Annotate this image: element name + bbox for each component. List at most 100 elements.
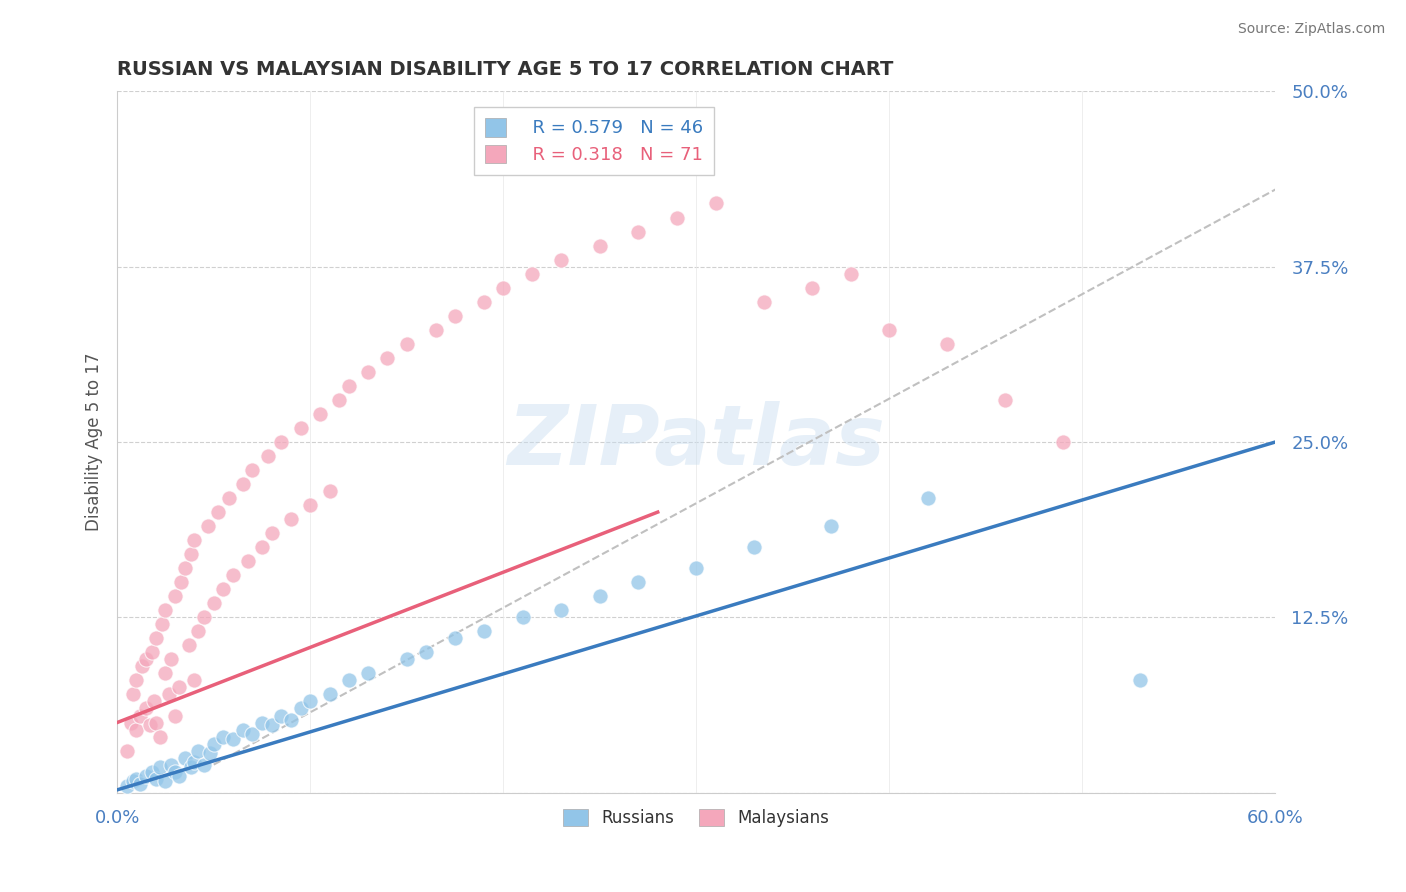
Point — [270, 708, 292, 723]
Point — [280, 512, 302, 526]
Point — [149, 730, 172, 744]
Point — [222, 568, 245, 582]
Point — [141, 645, 163, 659]
Point — [165, 764, 187, 779]
Point — [240, 727, 263, 741]
Point — [115, 743, 138, 757]
Point — [250, 540, 273, 554]
Point — [121, 774, 143, 789]
Point — [627, 575, 650, 590]
Point — [139, 718, 162, 732]
Point — [550, 252, 572, 267]
Point — [820, 519, 842, 533]
Point — [280, 713, 302, 727]
Point — [512, 610, 534, 624]
Point — [1129, 673, 1152, 688]
Point — [917, 491, 939, 505]
Point — [160, 757, 183, 772]
Text: ZIPatlas: ZIPatlas — [508, 401, 886, 483]
Point — [752, 294, 775, 309]
Point — [299, 694, 322, 708]
Point — [238, 554, 260, 568]
Point — [155, 666, 177, 681]
Point — [202, 596, 225, 610]
Point — [183, 755, 205, 769]
Point — [309, 407, 332, 421]
Point — [187, 743, 209, 757]
Point — [472, 624, 495, 639]
Point — [232, 723, 254, 737]
Point — [187, 624, 209, 639]
Point — [129, 708, 152, 723]
Point — [135, 652, 157, 666]
Y-axis label: Disability Age 5 to 17: Disability Age 5 to 17 — [86, 352, 103, 532]
Point — [160, 652, 183, 666]
Point — [250, 715, 273, 730]
Point — [193, 610, 215, 624]
Point — [589, 238, 612, 252]
Point — [318, 688, 340, 702]
Point — [627, 225, 650, 239]
Point — [165, 589, 187, 603]
Legend: Russians, Malaysians: Russians, Malaysians — [557, 802, 837, 833]
Point — [202, 737, 225, 751]
Point — [165, 708, 187, 723]
Point — [141, 764, 163, 779]
Point — [492, 280, 515, 294]
Point — [197, 519, 219, 533]
Point — [522, 267, 544, 281]
Point — [589, 589, 612, 603]
Point — [377, 351, 399, 365]
Point — [212, 582, 235, 597]
Point — [170, 575, 193, 590]
Point — [801, 280, 824, 294]
Point — [666, 211, 689, 225]
Point — [318, 484, 340, 499]
Point — [167, 769, 190, 783]
Point — [155, 603, 177, 617]
Point — [444, 632, 467, 646]
Point — [155, 774, 177, 789]
Point — [125, 772, 148, 786]
Point — [222, 732, 245, 747]
Point — [157, 688, 180, 702]
Point — [337, 379, 360, 393]
Point — [149, 760, 172, 774]
Point — [150, 617, 173, 632]
Point — [198, 747, 221, 761]
Point — [207, 505, 229, 519]
Point — [173, 750, 195, 764]
Point — [415, 645, 437, 659]
Point — [180, 547, 202, 561]
Point — [240, 463, 263, 477]
Point — [135, 769, 157, 783]
Point — [425, 323, 447, 337]
Point — [299, 498, 322, 512]
Point — [444, 309, 467, 323]
Point — [994, 392, 1017, 407]
Point — [173, 561, 195, 575]
Point — [131, 659, 153, 673]
Point — [704, 196, 727, 211]
Point — [121, 688, 143, 702]
Point — [260, 718, 283, 732]
Point — [270, 434, 292, 449]
Point — [120, 715, 142, 730]
Point — [357, 666, 380, 681]
Point — [337, 673, 360, 688]
Point — [260, 526, 283, 541]
Point — [129, 777, 152, 791]
Point — [115, 779, 138, 793]
Point — [193, 757, 215, 772]
Point — [357, 365, 380, 379]
Point — [395, 652, 418, 666]
Point — [183, 533, 205, 548]
Point — [145, 715, 167, 730]
Point — [218, 491, 240, 505]
Point — [135, 701, 157, 715]
Point — [183, 673, 205, 688]
Point — [550, 603, 572, 617]
Point — [879, 323, 901, 337]
Point — [145, 772, 167, 786]
Point — [1052, 434, 1074, 449]
